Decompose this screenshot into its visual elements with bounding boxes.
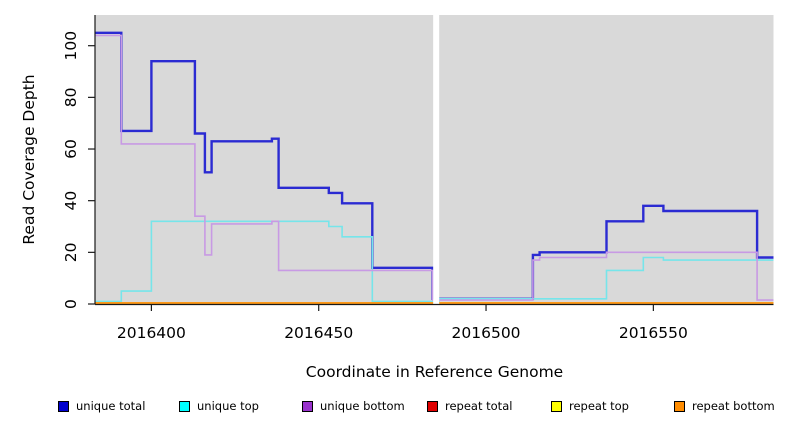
y-tick-label: 100: [62, 31, 80, 61]
legend-item-repeat-total: repeat total: [427, 398, 512, 414]
legend-item-unique-bottom: unique bottom: [302, 398, 405, 414]
series-line-unique-top: [95, 220, 774, 303]
masked-region: [433, 14, 440, 305]
legend-label: unique top: [197, 399, 259, 413]
legend-label: repeat top: [569, 399, 629, 413]
legend-item-repeat-bottom: repeat bottom: [674, 398, 775, 414]
x-tick-label: 2016400: [117, 324, 186, 342]
legend-swatch-repeat-total: [427, 400, 438, 412]
x-tick-label: 2016500: [452, 324, 521, 342]
series-line-unique-bottom: [95, 34, 774, 301]
x-axis-title: Coordinate in Reference Genome: [306, 363, 563, 381]
legend-swatch-unique-bottom: [302, 400, 313, 412]
y-tick-label: 0: [62, 299, 80, 309]
x-tick-label: 2016450: [284, 324, 353, 342]
legend-swatch-unique-top: [179, 400, 190, 412]
legend-item-unique-total: unique total: [58, 398, 145, 414]
legend-item-unique-top: unique top: [179, 398, 259, 414]
legend-swatch-repeat-top: [551, 400, 562, 412]
legend-label: repeat total: [445, 399, 513, 413]
series-line-unique-total: [95, 31, 774, 300]
y-tick-label: 80: [62, 87, 80, 107]
y-tick-label: 40: [62, 191, 80, 211]
legend: unique total unique top unique bottom re…: [0, 398, 792, 420]
y-axis-title: Read Coverage Depth: [20, 74, 38, 244]
legend-item-repeat-top: repeat top: [551, 398, 629, 414]
y-tick-label: 60: [62, 139, 80, 159]
legend-swatch-repeat-bottom: [674, 400, 685, 412]
legend-label: unique total: [76, 399, 146, 413]
coverage-plot: 2016400 2016450 2016500 2016550 0 20 40 60 80 100…: [20, 14, 774, 381]
y-tick-label: 20: [62, 242, 80, 262]
legend-label: repeat bottom: [692, 399, 775, 413]
legend-label: unique bottom: [320, 399, 405, 413]
x-tick-label: 2016550: [619, 324, 688, 342]
legend-swatch-unique-total: [58, 400, 69, 412]
